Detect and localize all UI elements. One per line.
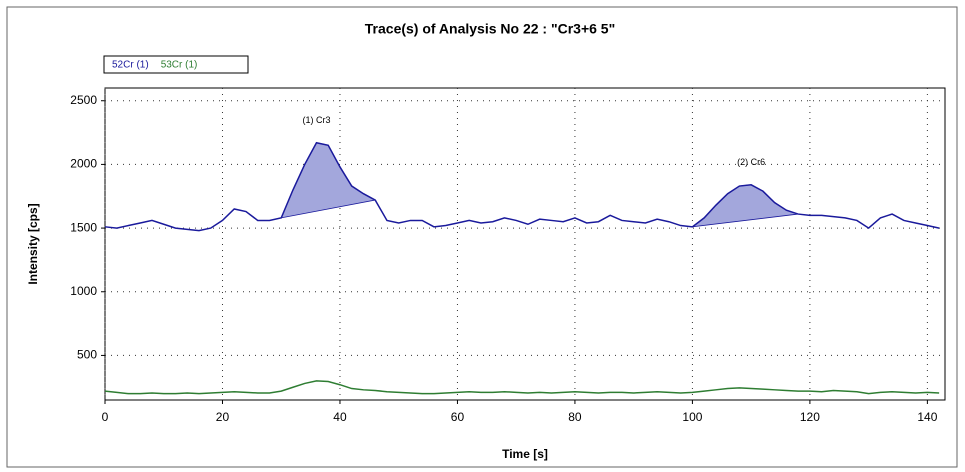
y-tick-label: 1000 — [70, 284, 97, 298]
y-tick-label: 500 — [77, 348, 97, 362]
legend-label: 52Cr (1) — [112, 60, 149, 71]
x-tick-label: 60 — [451, 410, 465, 424]
x-tick-label: 100 — [682, 410, 702, 424]
x-tick-label: 20 — [216, 410, 230, 424]
x-axis-label: Time [s] — [502, 447, 548, 461]
series-line — [104, 380, 940, 395]
legend-box — [103, 55, 249, 74]
y-tick-label: 2500 — [70, 93, 97, 107]
x-tick-label: 80 — [568, 410, 582, 424]
series-line — [104, 141, 940, 232]
legend-label: 53Cr (1) — [161, 60, 198, 71]
x-tick-label: 120 — [800, 410, 820, 424]
y-tick-label: 1500 — [70, 220, 97, 234]
plot-area — [104, 87, 946, 401]
y-axis-label: Intensity [cps] — [26, 203, 40, 284]
x-tick-label: 40 — [333, 410, 347, 424]
x-tick-label: 140 — [917, 410, 937, 424]
peak-label: (2) Cr6 — [737, 157, 765, 167]
y-tick-label: 2000 — [70, 157, 97, 171]
x-tick-label: 0 — [102, 410, 109, 424]
chart-title: Trace(s) of Analysis No 22 : "Cr3+6 5" — [365, 21, 615, 37]
peak-label: (1) Cr3 — [302, 115, 330, 125]
